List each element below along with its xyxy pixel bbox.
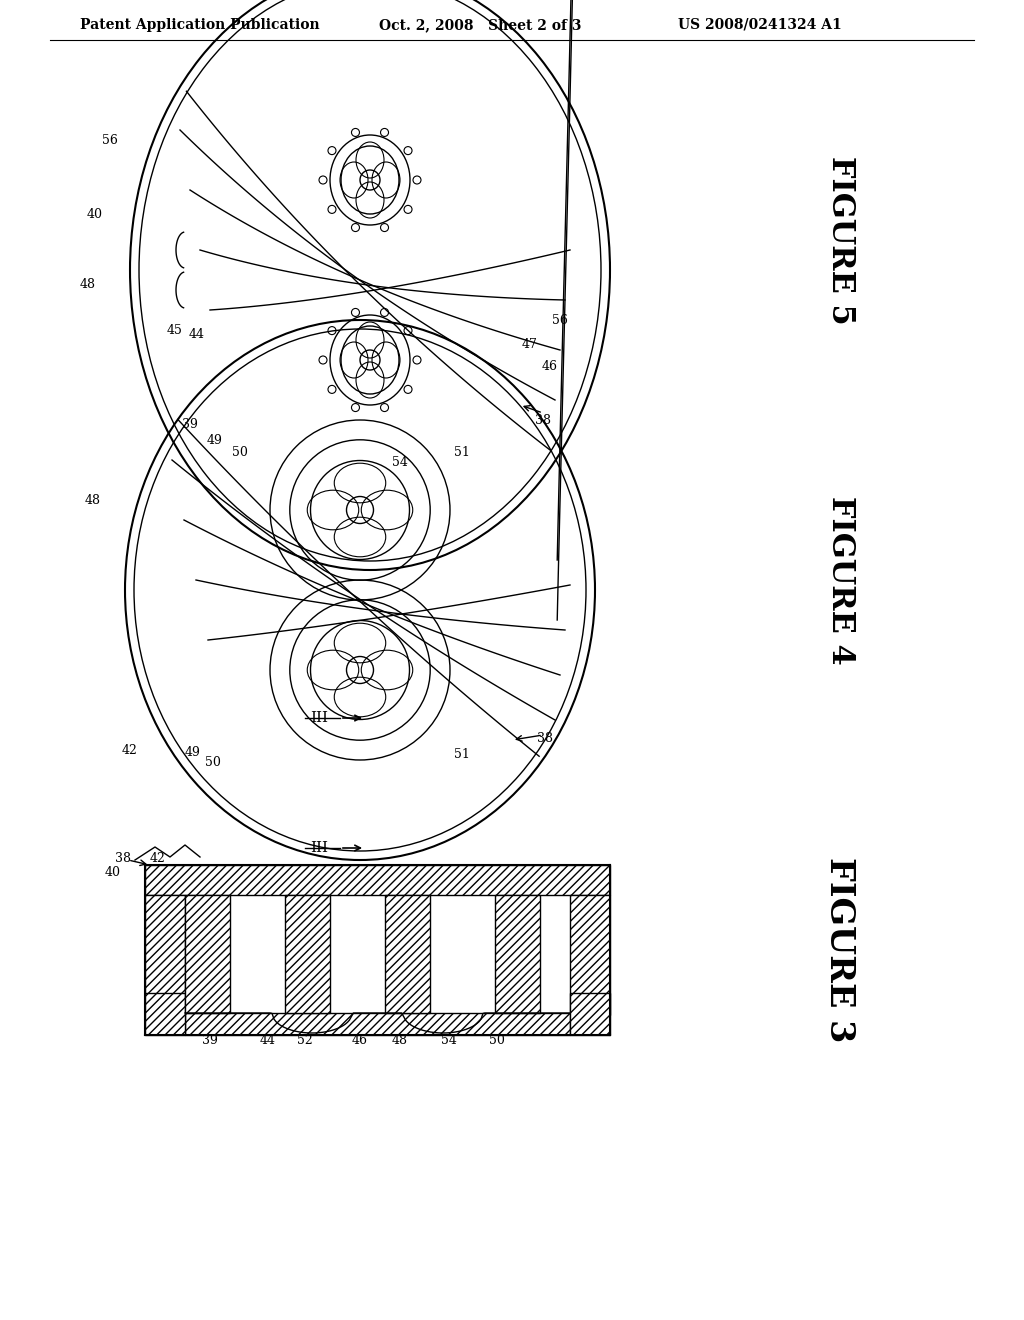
Bar (285, 895, 330, 1012)
Text: 46: 46 (352, 1034, 368, 1047)
Text: 48: 48 (392, 1034, 408, 1047)
Text: 44: 44 (260, 1034, 276, 1047)
Text: 42: 42 (151, 851, 166, 865)
Text: 50: 50 (205, 756, 221, 770)
Text: 54: 54 (392, 455, 408, 469)
Text: 40: 40 (105, 866, 121, 879)
Bar (145, 865, 610, 895)
Bar (570, 895, 610, 1015)
Text: 51: 51 (454, 446, 470, 458)
Text: FIGURE 4: FIGURE 4 (824, 495, 855, 664)
Bar (185, 1012, 570, 1035)
Text: 56: 56 (552, 314, 568, 326)
Text: Patent Application Publication: Patent Application Publication (80, 18, 319, 32)
Bar (570, 993, 610, 1035)
Text: 45: 45 (167, 323, 183, 337)
Text: 38: 38 (535, 413, 551, 426)
Text: 40: 40 (87, 209, 103, 222)
Bar (495, 895, 540, 1012)
Text: 52: 52 (297, 1034, 313, 1047)
Text: III: III (310, 711, 328, 725)
Text: 48: 48 (85, 494, 101, 507)
Text: 47: 47 (522, 338, 538, 351)
Text: 46: 46 (542, 360, 558, 374)
Text: 42: 42 (122, 743, 138, 756)
Text: 39: 39 (182, 418, 198, 432)
Text: III: III (310, 841, 328, 855)
Text: 51: 51 (454, 748, 470, 762)
Bar (145, 895, 185, 1015)
Text: 54: 54 (441, 1034, 457, 1047)
Text: 38: 38 (115, 851, 131, 865)
Text: 56: 56 (102, 133, 118, 147)
Text: 39: 39 (202, 1034, 218, 1047)
Text: 49: 49 (185, 746, 201, 759)
Bar (185, 895, 230, 1012)
Text: FIGURE 3: FIGURE 3 (823, 857, 856, 1043)
Text: FIGURE 5: FIGURE 5 (824, 156, 855, 325)
Text: 48: 48 (80, 279, 96, 292)
Text: 50: 50 (489, 1034, 505, 1047)
Text: 38: 38 (537, 731, 553, 744)
Text: US 2008/0241324 A1: US 2008/0241324 A1 (678, 18, 842, 32)
Bar (385, 895, 430, 1012)
Text: 49: 49 (207, 433, 223, 446)
Bar (145, 993, 185, 1035)
Text: Oct. 2, 2008   Sheet 2 of 3: Oct. 2, 2008 Sheet 2 of 3 (379, 18, 582, 32)
Text: 44: 44 (189, 329, 205, 342)
Text: 50: 50 (232, 446, 248, 458)
